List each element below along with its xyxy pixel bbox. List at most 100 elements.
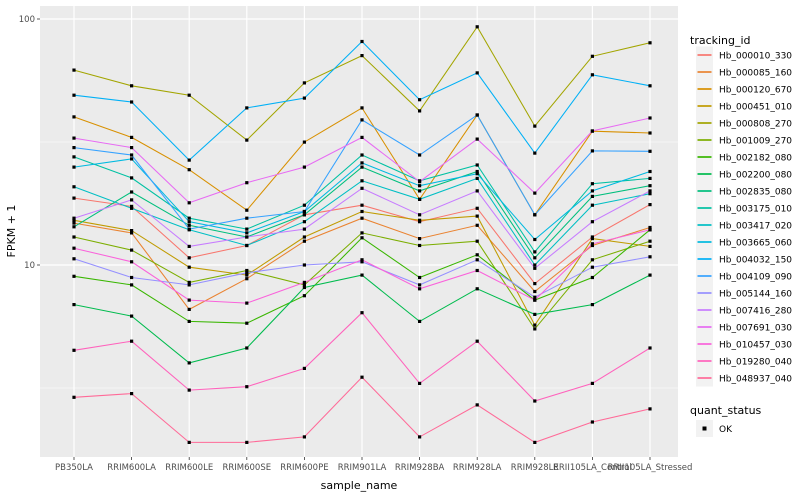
data-point: [72, 221, 76, 225]
data-point: [533, 263, 537, 267]
data-point: [648, 228, 652, 232]
data-point: [72, 235, 76, 239]
data-point: [418, 109, 422, 113]
data-point: [187, 298, 191, 302]
data-point: [187, 93, 191, 97]
data-point: [187, 265, 191, 269]
data-point: [418, 153, 422, 157]
data-point: [475, 71, 479, 75]
data-point: [648, 407, 652, 411]
legend-entry-Hb_004109_090: Hb_004109_090: [696, 267, 792, 285]
data-point: [302, 285, 306, 290]
data-point: [72, 274, 76, 278]
x-tick-label: RRIM600LA: [107, 463, 156, 473]
data-point: [130, 275, 134, 280]
data-point: [245, 208, 249, 212]
data-point: [418, 189, 422, 193]
data-point: [302, 209, 306, 214]
legend-entry-Hb_019280_040: Hb_019280_040: [696, 352, 792, 370]
data-point: [475, 113, 479, 117]
data-point: [590, 275, 594, 280]
data-point: [130, 157, 134, 161]
legend-entry-Hb_007416_280: Hb_007416_280: [696, 301, 792, 319]
data-point: [130, 283, 134, 287]
data-point: [648, 192, 652, 196]
data-point: [302, 165, 306, 169]
data-point: [590, 265, 594, 269]
legend-entry-Hb_002182_080: Hb_002182_080: [696, 148, 792, 166]
data-point: [648, 244, 652, 248]
data-point: [590, 420, 594, 424]
data-point: [533, 289, 537, 294]
data-point: [187, 280, 191, 284]
data-point: [302, 263, 306, 267]
data-point: [72, 395, 76, 399]
data-point: [418, 275, 422, 280]
data-point: [590, 194, 594, 198]
data-point: [130, 100, 134, 104]
data-point: [648, 131, 652, 135]
legend-label: Hb_007691_030: [719, 324, 792, 334]
data-point: [418, 319, 422, 323]
data-point: [590, 189, 594, 193]
data-point: [302, 283, 306, 287]
legend-label: Hb_000010_330: [719, 52, 792, 62]
data-point: [475, 223, 479, 227]
data-point: [648, 239, 652, 243]
data-point: [72, 68, 76, 72]
y-axis-title: FPKM + 1: [5, 205, 18, 258]
data-point: [72, 257, 76, 261]
data-point: [360, 54, 364, 58]
legend-label: Hb_000120_670: [719, 86, 792, 96]
data-point: [187, 220, 191, 224]
data-point: [475, 268, 479, 273]
data-point: [245, 235, 249, 239]
legend-entry-Hb_010457_030: Hb_010457_030: [696, 335, 792, 353]
data-point: [245, 385, 249, 389]
data-point: [130, 204, 134, 208]
series-points-Hb_004109_090: [72, 113, 652, 231]
data-point: [245, 321, 249, 325]
legend-entry-Hb_004032_150: Hb_004032_150: [696, 250, 792, 268]
data-point: [475, 176, 479, 180]
data-point: [360, 260, 364, 264]
legend-label: Hb_007416_280: [719, 307, 792, 317]
legend-label: Hb_002182_080: [719, 154, 792, 164]
data-point: [130, 248, 134, 252]
data-point: [475, 287, 479, 291]
y-tick-label-100: 100: [19, 15, 35, 25]
data-point: [130, 229, 134, 233]
data-point: [245, 277, 249, 281]
data-point: [130, 198, 134, 202]
data-point: [590, 182, 594, 186]
data-point: [245, 216, 249, 220]
legend-title-tracking-id: tracking_id: [690, 34, 751, 47]
data-point: [475, 163, 479, 167]
series-points-Hb_003665_060: [72, 157, 652, 242]
data-point: [245, 106, 249, 110]
x-tick-label: PB350LA: [55, 463, 93, 473]
x-tick-label: RRIM928LE: [511, 463, 559, 473]
data-point: [72, 303, 76, 307]
data-point: [360, 135, 364, 139]
data-point: [72, 93, 76, 97]
data-point: [245, 301, 249, 305]
data-point: [245, 268, 249, 273]
data-point: [590, 220, 594, 224]
data-point: [187, 227, 191, 231]
series-points-Hb_000808_270: [72, 25, 652, 142]
data-point: [418, 197, 422, 201]
x-tick-label: RRIM600PE: [280, 463, 328, 473]
data-point: [418, 184, 422, 188]
x-axis-title: sample_name: [321, 479, 398, 492]
data-point: [360, 375, 364, 379]
series-points-Hb_019280_040: [72, 311, 652, 403]
data-point: [187, 244, 191, 248]
data-point: [590, 258, 594, 262]
data-point: [590, 73, 594, 77]
data-point: [648, 149, 652, 153]
x-tick-label: RRIM928BA: [395, 463, 445, 473]
legend-entry-Hb_007691_030: Hb_007691_030: [696, 318, 792, 336]
data-point: [648, 176, 652, 180]
